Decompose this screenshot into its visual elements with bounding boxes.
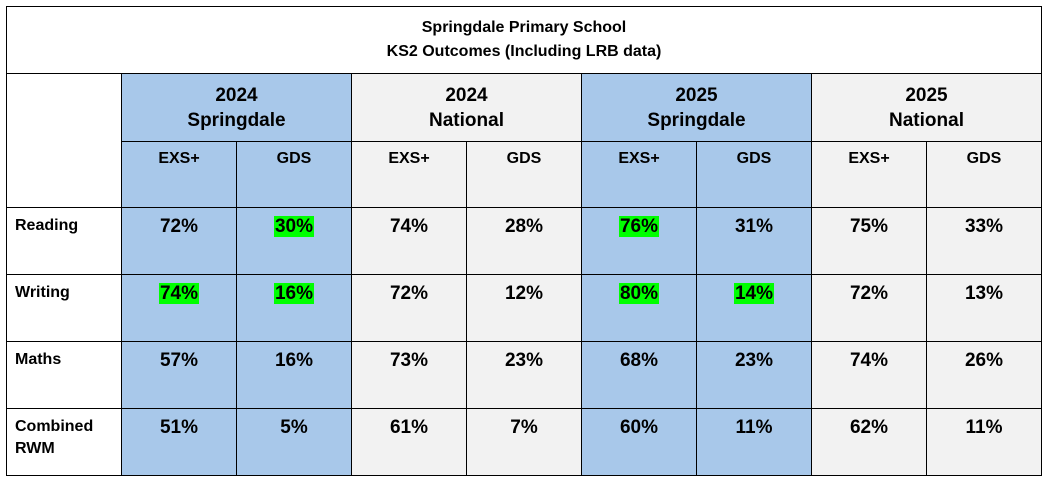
corner-cell — [6, 73, 122, 208]
value-cell: 72% — [351, 274, 467, 342]
school-name: Springdale Primary School — [421, 19, 627, 36]
value-cell: 23% — [696, 341, 812, 409]
value-cell-highlighted: 80% — [581, 274, 697, 342]
value-cell: 13% — [926, 274, 1042, 342]
table-row-maths: Maths 57% 16% 73% 23% 68% 23% 74% 26% — [6, 341, 1042, 409]
value-cell: 72% — [121, 207, 237, 275]
value-cell: 62% — [811, 408, 927, 476]
table-subtitle: KS2 Outcomes (Including LRB data) — [386, 43, 662, 60]
sub-header-gds: GDS — [696, 141, 812, 208]
sub-header-gds: GDS — [466, 141, 582, 208]
value-cell-highlighted: 76% — [581, 207, 697, 275]
table-row-reading: Reading 72% 30% 74% 28% 76% 31% 75% 33% — [6, 207, 1042, 275]
value-cell: 74% — [811, 341, 927, 409]
value-cell: 74% — [351, 207, 467, 275]
value-cell: 31% — [696, 207, 812, 275]
value-cell: 68% — [581, 341, 697, 409]
value-cell: 73% — [351, 341, 467, 409]
value-cell: 7% — [466, 408, 582, 476]
value-cell: 23% — [466, 341, 582, 409]
group-header-2025-springdale: 2025 Springdale — [581, 73, 812, 142]
value-cell: 60% — [581, 408, 697, 476]
group-header-2024-national: 2024 National — [351, 73, 582, 142]
value-cell: 61% — [351, 408, 467, 476]
value-cell: 51% — [121, 408, 237, 476]
group-header-2024-springdale: 2024 Springdale — [121, 73, 352, 142]
value-cell: 26% — [926, 341, 1042, 409]
value-cell: 12% — [466, 274, 582, 342]
sub-header-gds: GDS — [926, 141, 1042, 208]
row-label-maths: Maths — [6, 341, 122, 409]
value-cell-highlighted: 16% — [236, 274, 352, 342]
value-cell: 5% — [236, 408, 352, 476]
row-label-writing: Writing — [6, 274, 122, 342]
ks2-outcomes-table-wrapper: Springdale Primary School KS2 Outcomes (… — [6, 6, 1042, 476]
ks2-outcomes-table: Springdale Primary School KS2 Outcomes (… — [6, 6, 1042, 476]
value-cell-highlighted: 14% — [696, 274, 812, 342]
value-cell: 57% — [121, 341, 237, 409]
sub-header-gds: GDS — [236, 141, 352, 208]
value-cell-highlighted: 30% — [236, 207, 352, 275]
value-cell: 11% — [926, 408, 1042, 476]
table-row-combined-rwm: Combined RWM 51% 5% 61% 7% 60% 11% 62% 1… — [6, 408, 1042, 476]
value-cell-highlighted: 74% — [121, 274, 237, 342]
row-label-reading: Reading — [6, 207, 122, 275]
table-row-writing: Writing 74% 16% 72% 12% 80% 14% 72% 13% — [6, 274, 1042, 342]
sub-header-exs: EXS+ — [811, 141, 927, 208]
sub-header-exs: EXS+ — [121, 141, 237, 208]
row-label-combined-rwm: Combined RWM — [6, 408, 122, 476]
table-title: Springdale Primary School KS2 Outcomes (… — [6, 6, 1042, 74]
sub-header-exs: EXS+ — [581, 141, 697, 208]
sub-header-exs: EXS+ — [351, 141, 467, 208]
value-cell: 72% — [811, 274, 927, 342]
group-header-2025-national: 2025 National — [811, 73, 1042, 142]
value-cell: 11% — [696, 408, 812, 476]
value-cell: 75% — [811, 207, 927, 275]
value-cell: 33% — [926, 207, 1042, 275]
value-cell: 28% — [466, 207, 582, 275]
value-cell: 16% — [236, 341, 352, 409]
